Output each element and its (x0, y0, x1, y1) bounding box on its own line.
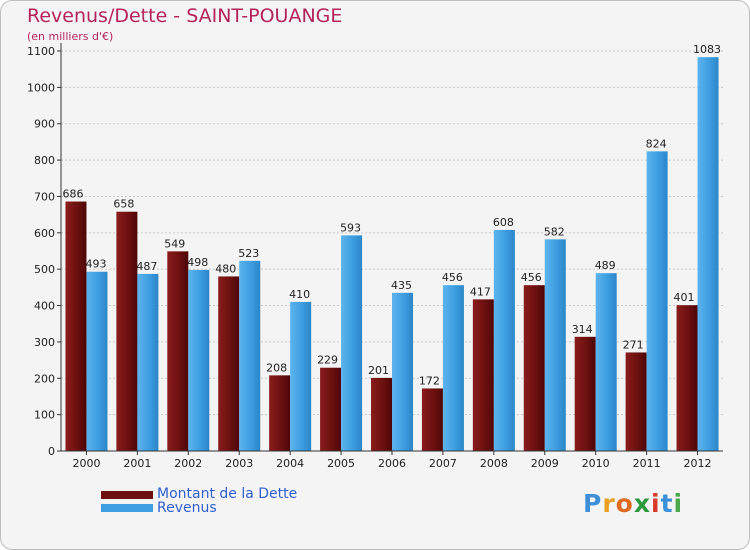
data-label-debt-2007: 172 (419, 374, 440, 387)
x-tick-label: 2008 (480, 457, 508, 470)
y-tick-label: 900 (34, 118, 55, 131)
data-label-debt-2005: 229 (317, 354, 338, 367)
bar-debt-2009 (523, 285, 545, 451)
data-label-debt-2003: 480 (215, 262, 236, 275)
bar-revenue-2002 (188, 269, 210, 451)
bar-revenue-2009 (544, 239, 566, 451)
data-label-debt-2008: 417 (470, 285, 491, 298)
bar-debt-2008 (472, 299, 494, 451)
data-label-revenue-2005: 593 (340, 221, 361, 234)
data-label-revenue-2003: 523 (238, 247, 259, 260)
data-label-debt-2011: 271 (623, 338, 644, 351)
y-tick-label: 1100 (27, 45, 55, 58)
data-label-revenue-2008: 608 (493, 216, 514, 229)
bar-revenue-2007 (442, 285, 464, 451)
x-tick-label: 2003 (225, 457, 253, 470)
bar-debt-2007 (421, 388, 443, 451)
x-tick-label: 2011 (633, 457, 661, 470)
data-label-debt-2009: 456 (521, 271, 542, 284)
bar-revenue-2012 (697, 57, 719, 451)
data-label-revenue-2006: 435 (391, 279, 412, 292)
data-label-revenue-2007: 456 (442, 271, 463, 284)
bar-debt-2011 (625, 352, 647, 451)
bar-revenue-2010 (595, 273, 617, 451)
bar-debt-2005 (320, 367, 342, 451)
bar-revenue-2011 (646, 151, 668, 451)
y-tick-label: 700 (34, 190, 55, 203)
x-tick-label: 2007 (429, 457, 457, 470)
logo-letter: P (583, 489, 603, 518)
x-tick-label: 2004 (276, 457, 304, 470)
legend-swatch-revenue (101, 504, 153, 512)
bar-debt-2001 (116, 211, 138, 451)
x-tick-label: 2009 (531, 457, 559, 470)
data-label-debt-2010: 314 (572, 323, 593, 336)
bar-debt-2012 (676, 305, 698, 451)
x-tick-label: 2005 (327, 457, 355, 470)
bar-debt-2003 (218, 276, 240, 451)
data-label-debt-2004: 208 (266, 361, 287, 374)
y-tick-label: 500 (34, 263, 55, 276)
logo-letter: i (651, 489, 661, 518)
y-tick-label: 100 (34, 409, 55, 422)
bar-revenue-2008 (493, 229, 515, 451)
bar-debt-2006 (371, 377, 392, 451)
bar-debt-2002 (167, 251, 189, 451)
data-label-revenue-2004: 410 (289, 288, 310, 301)
chart-subtitle: (en milliers d'€) (27, 30, 114, 43)
y-tick-label: 400 (34, 300, 55, 313)
data-label-debt-2001: 658 (113, 198, 134, 211)
data-label-revenue-2000: 493 (85, 258, 106, 271)
bar-debt-2010 (574, 336, 596, 451)
y-tick-label: 300 (34, 336, 55, 349)
x-tick-label: 2006 (378, 457, 406, 470)
legend-swatch-debt (101, 491, 153, 499)
logo-letter: x (633, 489, 651, 518)
logo-letter: o (615, 489, 634, 518)
data-label-revenue-2012: 1083 (693, 43, 721, 56)
data-label-debt-2006: 201 (368, 364, 389, 377)
data-label-revenue-2002: 498 (187, 256, 208, 269)
bar-revenue-2000 (86, 271, 108, 451)
data-label-revenue-2011: 824 (646, 137, 667, 150)
logo-letter: t (660, 489, 674, 518)
bar-revenue-2003 (239, 260, 261, 451)
bar-debt-2004 (269, 375, 291, 451)
data-label-debt-2000: 686 (62, 188, 83, 201)
data-label-revenue-2010: 489 (595, 259, 616, 272)
y-tick-label: 1000 (27, 81, 55, 94)
bar-debt-2000 (65, 201, 87, 451)
proxiti-logo: Proxiti (583, 489, 683, 518)
x-tick-label: 2001 (123, 457, 151, 470)
chart-title: Revenus/Dette - SAINT-POUANGE (27, 5, 343, 27)
y-tick-label: 600 (34, 227, 55, 240)
y-tick-label: 200 (34, 372, 55, 385)
x-tick-label: 2010 (582, 457, 610, 470)
x-tick-label: 2012 (684, 457, 712, 470)
data-label-revenue-2001: 487 (136, 260, 157, 273)
y-tick-label: 800 (34, 154, 55, 167)
bar-revenue-2006 (392, 292, 413, 451)
data-label-revenue-2009: 582 (544, 225, 565, 238)
logo-letter: r (602, 489, 616, 518)
legend-label-debt: Montant de la Dette (157, 486, 298, 502)
x-tick-label: 2002 (174, 457, 202, 470)
x-tick-label: 2000 (72, 457, 100, 470)
logo-letter: i (673, 489, 684, 518)
bar-revenue-2004 (290, 301, 312, 451)
y-tick-label: 0 (48, 445, 55, 458)
data-label-debt-2012: 401 (674, 291, 695, 304)
bar-revenue-2005 (341, 235, 363, 451)
bar-revenue-2001 (137, 273, 159, 451)
legend-label-revenue: Revenus (157, 500, 217, 516)
data-label-debt-2002: 549 (164, 237, 185, 250)
